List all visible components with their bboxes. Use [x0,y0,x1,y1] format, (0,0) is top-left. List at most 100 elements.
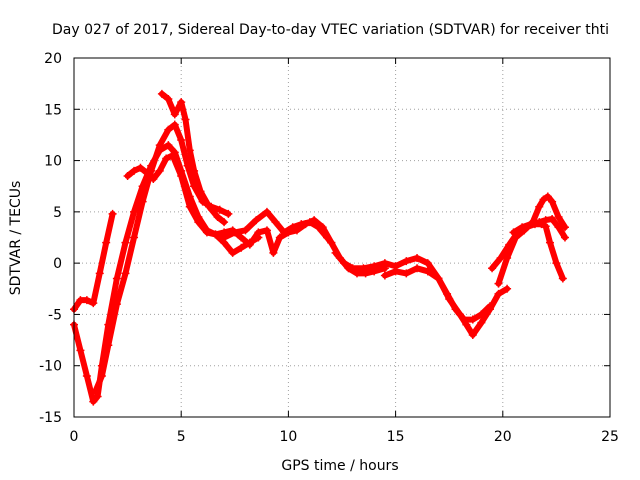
data-point [488,264,497,273]
plot-frame [73,57,611,418]
data-point [164,125,173,134]
data-point [177,136,186,145]
data-point [275,233,284,242]
data-point [539,195,548,204]
y-tick-label: 15 [44,102,62,118]
series-trace [71,210,116,313]
data-point [318,223,327,232]
series-trace-a [70,209,117,314]
data-point [224,209,233,218]
data-point [202,228,211,237]
data-point [123,171,132,180]
data-series-layer [70,89,569,406]
series-trace-d [123,151,263,257]
data-point [548,197,557,206]
data-point [162,154,171,163]
data-point [468,315,477,324]
data-point [164,95,173,104]
data-point [95,269,104,278]
data-point [370,262,379,271]
data-point [82,371,91,380]
data-point [560,233,569,242]
x-tick-labels: 0 5 10 15 20 25 [70,429,619,445]
data-point [340,259,349,268]
data-point [241,226,250,235]
data-point [485,305,494,314]
data-point [423,267,432,276]
data-point [121,269,130,278]
data-point [170,110,179,119]
data-point [503,254,512,263]
data-point [104,341,113,350]
data-point [292,226,301,235]
data-point [130,166,139,175]
data-point [211,230,220,239]
data-point [213,212,222,221]
y-tick-label: 10 [44,154,62,170]
data-point [228,248,237,257]
series-trace-l [509,215,569,242]
data-point [301,220,310,229]
x-tick-label: 5 [177,429,186,445]
data-point [121,238,130,247]
series-trace [381,265,511,338]
data-point [181,115,190,124]
data-point [434,274,443,283]
data-point [554,212,563,221]
data-point [194,218,203,227]
data-point [230,228,239,237]
x-tick-label: 15 [387,429,405,445]
data-point [511,233,520,242]
data-point [503,284,512,293]
data-point [269,248,278,257]
data-point [552,259,561,268]
data-point [76,346,85,355]
data-point [220,218,229,227]
data-point [237,233,246,242]
series-trace [124,152,262,256]
data-point [112,300,121,309]
data-point [138,197,147,206]
data-point [262,207,271,216]
data-point [402,257,411,266]
data-point [477,318,486,327]
data-point [89,397,98,406]
data-point [220,233,229,242]
data-point [164,141,173,150]
data-point [543,192,552,201]
data-point [359,264,368,273]
x-tick-label: 25 [601,429,619,445]
data-point [155,141,164,150]
data-point [391,267,400,276]
chart-title: Day 027 of 2017, Sidereal Day-to-day VTE… [52,22,609,38]
data-point [93,392,102,401]
data-point [327,238,336,247]
x-axis-label: GPS time / hours [281,458,398,474]
y-tick-label: 20 [44,51,62,67]
data-point [177,171,186,180]
data-point [262,226,271,235]
data-point [402,269,411,278]
y-tick-label: 5 [53,205,62,221]
data-point [130,233,139,242]
data-point [518,223,527,232]
data-point [108,209,117,218]
y-tick-label: -5 [48,307,62,323]
data-point [254,228,263,237]
data-point [155,166,164,175]
data-point [185,146,194,155]
data-point [413,254,422,263]
data-point [196,187,205,196]
series-trace-i [380,264,512,339]
x-tick-label: 20 [494,429,512,445]
data-point [245,240,254,249]
data-point [554,223,563,232]
x-tick-label: 10 [279,429,297,445]
data-point [284,228,293,237]
series-trace [495,193,568,287]
data-point [168,151,177,160]
data-point [205,202,214,211]
data-point [494,289,503,298]
data-point [413,264,422,273]
